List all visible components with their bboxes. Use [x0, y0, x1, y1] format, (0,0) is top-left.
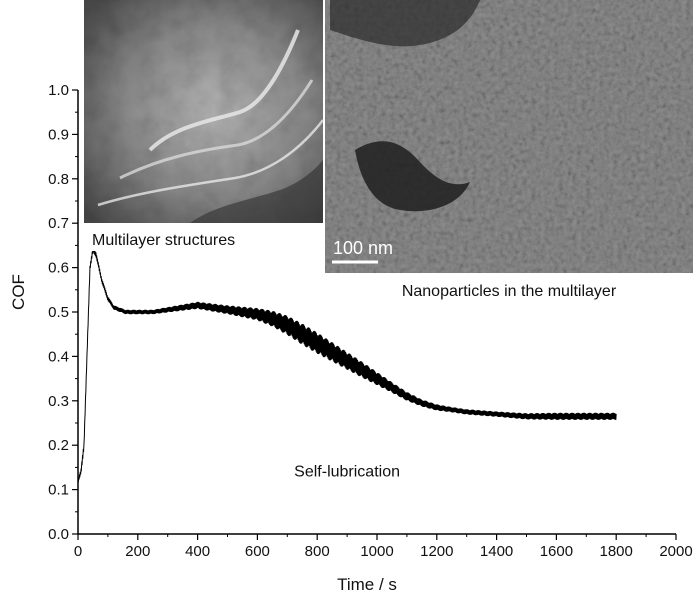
y-tick-label: 0.1	[48, 482, 69, 499]
scale-bar-label: 100 nm	[333, 238, 393, 258]
x-tick-label: 200	[125, 543, 150, 560]
inset-nanoparticles-caption: Nanoparticles in the multilayer	[402, 283, 617, 300]
x-tick-label: 600	[245, 543, 270, 560]
y-tick-label: 1.0	[48, 82, 69, 99]
inset-nanoparticles-crack	[355, 141, 470, 212]
inset-multilayer-image	[84, 0, 323, 223]
inset-multilayer-shadow	[190, 160, 323, 223]
y-tick-label: 0.6	[48, 260, 69, 277]
inset-multilayer-caption-bg	[84, 223, 323, 251]
x-tick-label: 1000	[360, 543, 393, 560]
x-axis-title: Time / s	[337, 575, 397, 594]
y-tick-label: 0.2	[48, 437, 69, 454]
y-tick-label: 0.9	[48, 126, 69, 143]
y-tick-label: 0.4	[48, 348, 69, 365]
cof-series-line	[77, 247, 617, 482]
y-ticks: 0.0 0.1 0.2 0.3 0.4 0.5 0.6 0.7 0.8 0.9 1.0	[48, 82, 78, 543]
inset-multilayer-ridge-2	[119, 79, 314, 180]
x-tick-label: 0	[74, 543, 82, 560]
x-tick-label: 1600	[540, 543, 573, 560]
y-tick-label: 0.5	[48, 304, 69, 321]
self-lubrication-annotation: Self-lubrication	[294, 463, 400, 480]
y-tick-label: 0.7	[48, 215, 69, 232]
x-tick-label: 1200	[420, 543, 453, 560]
inset-multilayer-caption: Multilayer structures	[92, 232, 235, 249]
inset-nanoparticles-image	[325, 0, 693, 273]
inset-nanoparticles-caption-bg	[325, 273, 693, 303]
x-tick-label: 1400	[480, 543, 513, 560]
y-tick-label: 0.3	[48, 393, 69, 410]
inset-multilayer-ridge-1	[148, 29, 300, 152]
y-axis-title: COF	[9, 274, 28, 310]
inset-multilayer: Multilayer structures	[84, 0, 324, 251]
inset-nanoparticles-dark-rim	[330, 0, 480, 47]
x-tick-label: 400	[185, 543, 210, 560]
y-tick-label: 0.8	[48, 171, 69, 188]
y-tick-label: 0.0	[48, 526, 69, 543]
x-tick-label: 2000	[659, 543, 692, 560]
x-tick-label: 800	[305, 543, 330, 560]
inset-multilayer-ridge-3	[97, 119, 324, 207]
x-ticks: 0 200 400 600 800 1000 1200 1400 1600 1800 2000	[74, 534, 693, 560]
inset-nanoparticles: Nanoparticles in the multilayer 100 nm	[325, 0, 693, 303]
x-tick-label: 1800	[600, 543, 633, 560]
